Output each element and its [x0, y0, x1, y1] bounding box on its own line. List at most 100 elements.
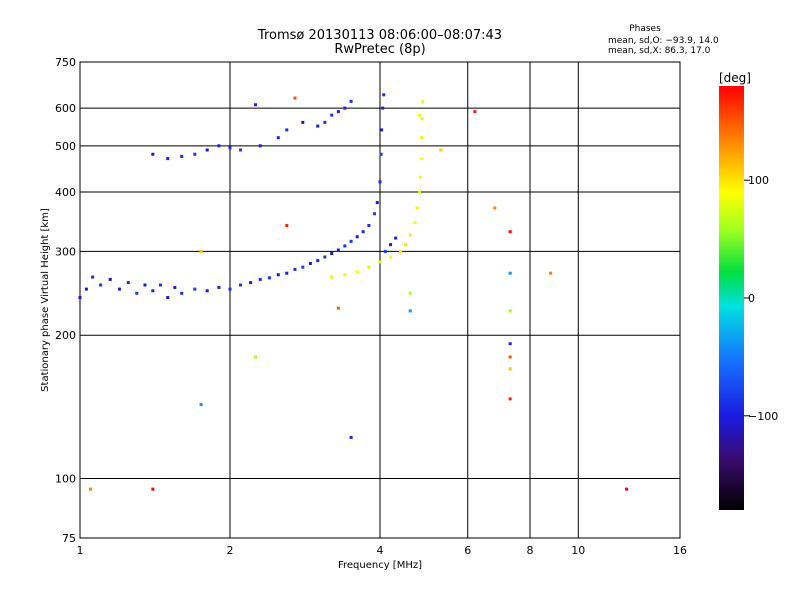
data-point	[508, 271, 512, 275]
colorbar-ticks: 100 0 −100	[744, 174, 778, 423]
data-point	[151, 289, 155, 293]
data-point	[417, 190, 421, 194]
data-point	[205, 289, 209, 293]
data-point	[193, 152, 197, 156]
colorbar-tick-label: 0	[748, 292, 755, 305]
data-point	[394, 236, 398, 240]
x-tick-label: 6	[464, 544, 471, 557]
data-point	[158, 283, 162, 287]
data-point	[89, 487, 93, 491]
data-point	[199, 403, 203, 407]
data-point	[330, 275, 334, 279]
data-point	[408, 309, 412, 313]
y-tick-label: 500	[55, 140, 76, 153]
data-point	[355, 235, 359, 239]
data-point	[420, 117, 424, 121]
data-point	[285, 128, 289, 132]
data-point	[343, 273, 347, 277]
data-point	[420, 136, 424, 140]
data-point	[91, 275, 95, 279]
y-tick-label: 75	[62, 532, 76, 545]
data-point	[419, 157, 423, 161]
data-point	[267, 276, 271, 280]
y-axis-label: Stationary phase Virtual Height [km]	[40, 208, 51, 392]
data-point	[415, 206, 419, 210]
x-tick-label: 1	[77, 544, 84, 557]
data-point	[336, 110, 340, 114]
data-point	[373, 212, 377, 216]
data-point	[336, 306, 340, 310]
colorbar-unit-label: [deg]	[719, 71, 751, 85]
data-point	[508, 342, 512, 346]
data-point	[508, 309, 512, 313]
data-point	[301, 265, 305, 269]
data-point	[389, 255, 393, 259]
data-point	[413, 221, 417, 225]
phases-stats-o: mean, sd,O: −93.9, 14.0	[608, 36, 719, 46]
data-point	[253, 355, 257, 359]
data-point	[330, 251, 334, 255]
data-point	[323, 255, 327, 259]
data-point	[293, 267, 297, 271]
data-point	[367, 224, 371, 228]
data-point	[343, 106, 347, 110]
data-point	[293, 96, 297, 100]
chart-title-line2: RwPretec (8p)	[334, 42, 425, 57]
data-point	[349, 239, 353, 243]
data-point	[508, 397, 512, 401]
data-point	[421, 99, 425, 103]
data-point	[323, 120, 327, 124]
data-point	[166, 157, 170, 161]
data-point	[239, 283, 243, 287]
data-point	[403, 243, 407, 247]
y-tick-label: 600	[55, 102, 76, 115]
data-point	[258, 277, 262, 281]
data-point	[361, 230, 365, 234]
data-points	[78, 93, 629, 491]
data-point	[180, 291, 184, 295]
data-point	[173, 285, 177, 289]
data-point	[349, 99, 353, 103]
x-tick-label: 4	[377, 544, 384, 557]
y-tick-label: 100	[55, 473, 76, 486]
data-point	[78, 296, 82, 300]
data-point	[135, 291, 139, 295]
data-point	[418, 175, 422, 179]
data-point	[349, 435, 353, 439]
data-point	[493, 206, 497, 210]
data-point	[389, 243, 393, 247]
x-tick-label: 16	[673, 544, 687, 557]
data-point	[301, 120, 305, 124]
data-point	[508, 355, 512, 359]
data-point	[151, 487, 155, 491]
y-tick-label: 750	[55, 56, 76, 69]
y-axis-ticks: 75 100 200 300 400 500 600 750	[55, 56, 76, 545]
data-point	[180, 154, 184, 158]
data-point	[417, 113, 421, 117]
chart-title-line1: Tromsø 20130113 08:06:00–08:07:43	[257, 28, 502, 43]
data-point	[508, 230, 512, 234]
data-point	[249, 281, 253, 285]
data-point	[316, 259, 320, 263]
data-point	[99, 283, 103, 287]
data-point	[258, 144, 262, 148]
data-point	[108, 277, 112, 281]
data-point	[126, 281, 130, 285]
grid-lines	[80, 62, 680, 538]
data-point	[205, 148, 209, 152]
data-point	[399, 249, 403, 253]
data-point	[143, 283, 147, 287]
data-point	[382, 93, 386, 97]
data-point	[199, 249, 203, 253]
data-point	[217, 285, 221, 289]
data-point	[117, 287, 121, 291]
data-point	[166, 296, 170, 300]
data-point	[383, 249, 387, 253]
data-point	[253, 103, 257, 107]
data-point	[408, 291, 412, 295]
x-axis-label: Frequency [MHz]	[338, 560, 422, 571]
data-point	[381, 106, 385, 110]
data-point	[439, 148, 443, 152]
data-point	[367, 265, 371, 269]
colorbar-tick-label: −100	[748, 410, 778, 423]
